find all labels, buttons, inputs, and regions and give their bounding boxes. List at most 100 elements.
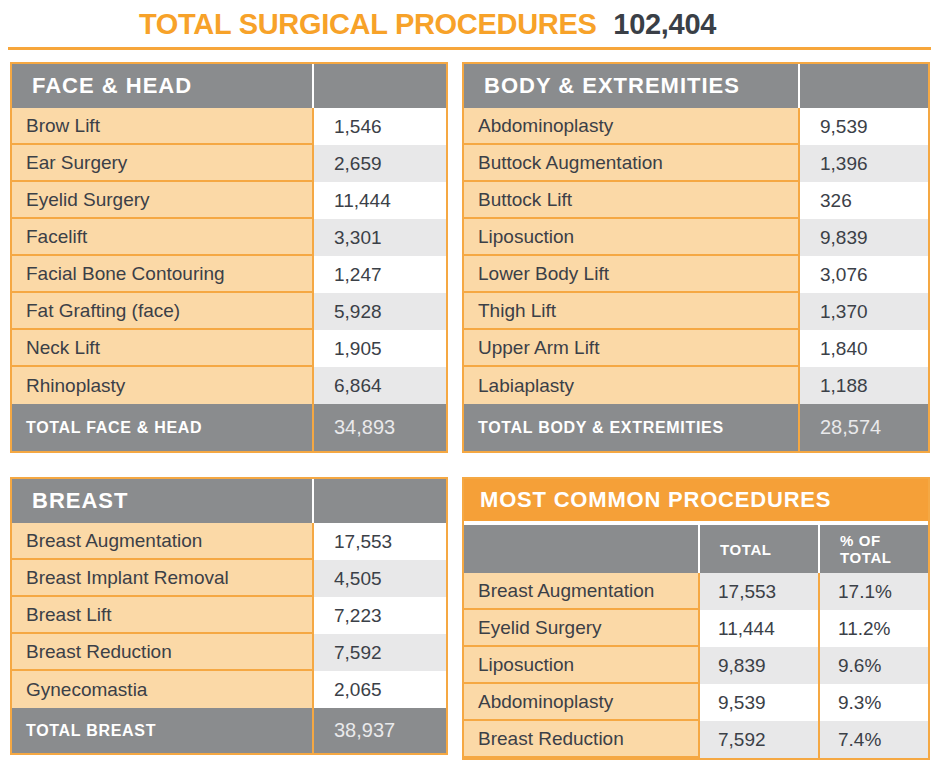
procedure-name: Breast Reduction [464, 721, 700, 758]
table-row: Eyelid Surgery 11,444 11.2% [464, 610, 928, 647]
procedure-count: 9,839 [800, 219, 928, 256]
percent-column-header: % OF TOTAL [820, 525, 928, 573]
procedure-count: 7,592 [314, 634, 446, 671]
procedure-percent: 11.2% [820, 610, 928, 647]
table-row: Brow Lift1,546 [12, 108, 446, 145]
body-extremities-title: BODY & EXTREMITIES [464, 64, 800, 108]
body-extremities-rows: Abdominoplasty9,539 Buttock Augmentation… [464, 108, 928, 404]
table-row: Rhinoplasty6,864 [12, 367, 446, 404]
procedure-count: 3,076 [800, 256, 928, 293]
page-title: TOTAL SURGICAL PROCEDURES 102,404 [0, 8, 939, 41]
procedure-name: Fat Grafting (face) [12, 293, 314, 330]
procedure-count: 11,444 [700, 610, 820, 647]
procedure-name: Ear Surgery [12, 145, 314, 182]
procedure-name: Buttock Lift [464, 182, 800, 219]
table-row: Breast Reduction7,592 [12, 634, 446, 671]
total-value: 34,893 [314, 404, 446, 451]
most-common-procedures-table: MOST COMMON PROCEDURES TOTAL % OF TOTAL … [462, 477, 930, 760]
table-row: Eyelid Surgery11,444 [12, 182, 446, 219]
procedure-count: 11,444 [314, 182, 446, 219]
face-head-rows: Brow Lift1,546 Ear Surgery2,659 Eyelid S… [12, 108, 446, 404]
body-extremities-header-value-cell [800, 64, 928, 108]
table-row: Liposuction 9,839 9.6% [464, 647, 928, 684]
table-row: Breast Augmentation 17,553 17.1% [464, 573, 928, 610]
table-row: Ear Surgery2,659 [12, 145, 446, 182]
procedure-percent: 9.3% [820, 684, 928, 721]
breast-table: BREAST Breast Augmentation17,553 Breast … [10, 477, 448, 755]
total-column-header: TOTAL [700, 525, 820, 573]
table-row: Breast Augmentation17,553 [12, 523, 446, 560]
procedure-name: Eyelid Surgery [12, 182, 314, 219]
table-row: Gynecomastia2,065 [12, 671, 446, 708]
title-divider-rule [8, 47, 931, 50]
procedure-count: 1,188 [800, 367, 928, 404]
table-row: Breast Lift7,223 [12, 597, 446, 634]
procedure-count: 2,659 [314, 145, 446, 182]
table-row: Facial Bone Contouring1,247 [12, 256, 446, 293]
table-row: Labiaplasty1,188 [464, 367, 928, 404]
procedure-percent: 17.1% [820, 573, 928, 610]
procedure-name: Thigh Lift [464, 293, 800, 330]
table-row: Facelift3,301 [12, 219, 446, 256]
breast-total-row: TOTAL BREAST 38,937 [12, 708, 446, 753]
procedure-count: 1,546 [314, 108, 446, 145]
procedure-name: Brow Lift [12, 108, 314, 145]
procedure-name: Upper Arm Lift [464, 330, 800, 367]
table-row: Liposuction9,839 [464, 219, 928, 256]
procedure-name: Neck Lift [12, 330, 314, 367]
face-head-table: FACE & HEAD Brow Lift1,546 Ear Surgery2,… [10, 62, 448, 453]
procedure-count: 1,396 [800, 145, 928, 182]
procedure-count: 5,928 [314, 293, 446, 330]
most-common-title-bar: MOST COMMON PROCEDURES [464, 479, 928, 521]
procedure-name: Breast Reduction [12, 634, 314, 671]
procedure-count: 1,247 [314, 256, 446, 293]
procedure-percent: 9.6% [820, 647, 928, 684]
table-row: Abdominoplasty9,539 [464, 108, 928, 145]
table-row: Neck Lift1,905 [12, 330, 446, 367]
most-common-column-header-row: TOTAL % OF TOTAL [464, 525, 928, 573]
total-label: TOTAL FACE & HEAD [12, 404, 314, 451]
procedure-name: Rhinoplasty [12, 367, 314, 404]
procedure-count: 1,370 [800, 293, 928, 330]
procedure-name: Breast Augmentation [12, 523, 314, 560]
total-value: 38,937 [314, 708, 446, 753]
procedure-count: 4,505 [314, 560, 446, 597]
table-row: Lower Body Lift3,076 [464, 256, 928, 293]
table-row: Upper Arm Lift1,840 [464, 330, 928, 367]
empty-column-header [464, 525, 700, 573]
procedure-name: Gynecomastia [12, 671, 314, 708]
table-row: Fat Grafting (face)5,928 [12, 293, 446, 330]
procedure-name: Labiaplasty [464, 367, 800, 404]
table-row: Breast Implant Removal4,505 [12, 560, 446, 597]
procedure-name: Abdominoplasty [464, 684, 700, 721]
procedure-name: Facial Bone Contouring [12, 256, 314, 293]
breast-header-value-cell [314, 479, 446, 523]
breast-header: BREAST [12, 479, 446, 523]
procedure-name: Liposuction [464, 647, 700, 684]
breast-rows: Breast Augmentation17,553 Breast Implant… [12, 523, 446, 708]
total-label: TOTAL BODY & EXTREMITIES [464, 404, 800, 451]
procedure-count: 326 [800, 182, 928, 219]
procedure-count: 9,539 [700, 684, 820, 721]
procedure-count: 2,065 [314, 671, 446, 708]
table-row: Thigh Lift1,370 [464, 293, 928, 330]
face-head-header: FACE & HEAD [12, 64, 446, 108]
procedure-count: 6,864 [314, 367, 446, 404]
breast-title: BREAST [12, 479, 314, 523]
face-head-title: FACE & HEAD [12, 64, 314, 108]
procedure-name: Buttock Augmentation [464, 145, 800, 182]
table-row: Buttock Augmentation1,396 [464, 145, 928, 182]
page-title-text: TOTAL SURGICAL PROCEDURES [139, 8, 597, 40]
face-head-header-value-cell [314, 64, 446, 108]
face-head-total-row: TOTAL FACE & HEAD 34,893 [12, 404, 446, 451]
procedure-count: 1,840 [800, 330, 928, 367]
procedure-percent: 7.4% [820, 721, 928, 758]
procedure-count: 7,592 [700, 721, 820, 758]
procedure-count: 7,223 [314, 597, 446, 634]
body-extremities-header: BODY & EXTREMITIES [464, 64, 928, 108]
report-page: TOTAL SURGICAL PROCEDURES 102,404 FACE &… [0, 0, 939, 762]
procedure-count: 1,905 [314, 330, 446, 367]
page-title-total: 102,404 [613, 8, 716, 40]
most-common-rows: Breast Augmentation 17,553 17.1% Eyelid … [464, 573, 928, 758]
procedure-name: Breast Lift [12, 597, 314, 634]
